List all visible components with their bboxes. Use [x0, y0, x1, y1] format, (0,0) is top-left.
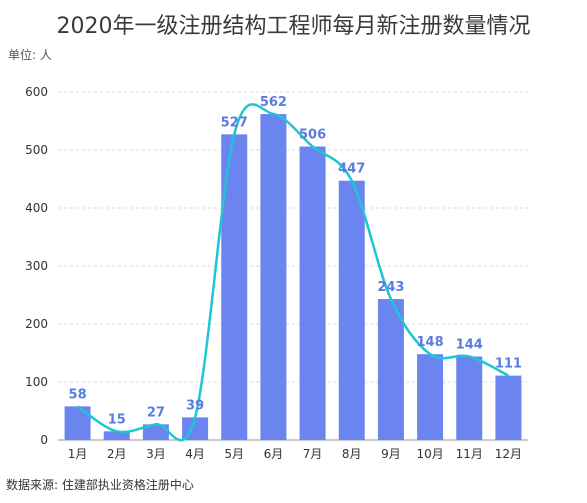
bar: [456, 356, 483, 440]
trend-line-path: [76, 103, 509, 442]
bar: [142, 424, 169, 440]
data-labels: 58 15 27 39 527 562 506 447 243 148 144 111: [69, 95, 522, 427]
x-tick-label: 8月: [342, 447, 362, 461]
x-tick-label: 2月: [107, 447, 127, 461]
data-label: 562: [260, 95, 287, 110]
x-tick-label: 3月: [146, 447, 166, 461]
grid-lines: [58, 91, 528, 441]
y-tick-label: 0: [40, 433, 48, 447]
x-tick-label: 5月: [224, 447, 244, 461]
x-tick-label: 4月: [185, 447, 205, 461]
x-tick-label: 9月: [381, 447, 401, 461]
data-label: 58: [69, 387, 87, 402]
x-tick-label: 12月: [495, 447, 522, 461]
x-tick-label: 1月: [68, 447, 88, 461]
bar: [260, 114, 287, 440]
y-tick-label: 300: [25, 259, 48, 273]
source-note: 数据来源: 住建部执业资格注册中心: [6, 478, 194, 492]
x-tick-label: 10月: [416, 447, 443, 461]
bars: [64, 114, 522, 441]
y-tick-label: 100: [25, 375, 48, 389]
y-tick-label: 400: [25, 201, 48, 215]
bar: [417, 354, 444, 440]
data-label: 506: [299, 128, 326, 143]
data-label: 144: [456, 337, 483, 352]
x-tick-label: 6月: [264, 447, 284, 461]
x-tick-label: 11月: [456, 447, 483, 461]
y-tick-label: 500: [25, 143, 48, 157]
data-label: 27: [147, 405, 165, 420]
bar: [103, 431, 130, 440]
data-label: 111: [495, 357, 522, 372]
data-label: 15: [108, 412, 126, 427]
bar: [495, 375, 522, 440]
y-tick-label: 200: [25, 317, 48, 331]
chart-title: 2020年一级注册结构工程师每月新注册数量情况: [56, 14, 531, 39]
bar: [64, 406, 91, 440]
y-axis-ticks: 0 100 200 300 400 500 600: [25, 85, 48, 447]
data-label: 527: [221, 115, 248, 130]
x-axis-ticks: 1月 2月 3月 4月 5月 6月 7月 8月 9月 10月 11月 12月: [68, 447, 522, 461]
trend-line: [76, 103, 509, 442]
bar: [377, 299, 404, 440]
data-label: 148: [417, 335, 444, 350]
y-tick-label: 600: [25, 85, 48, 99]
x-tick-label: 7月: [303, 447, 323, 461]
unit-label: 单位: 人: [8, 48, 52, 62]
data-label: 447: [338, 162, 365, 177]
data-label: 39: [186, 398, 204, 413]
bar: [299, 146, 326, 440]
data-label: 243: [377, 280, 404, 295]
bar: [338, 180, 365, 441]
